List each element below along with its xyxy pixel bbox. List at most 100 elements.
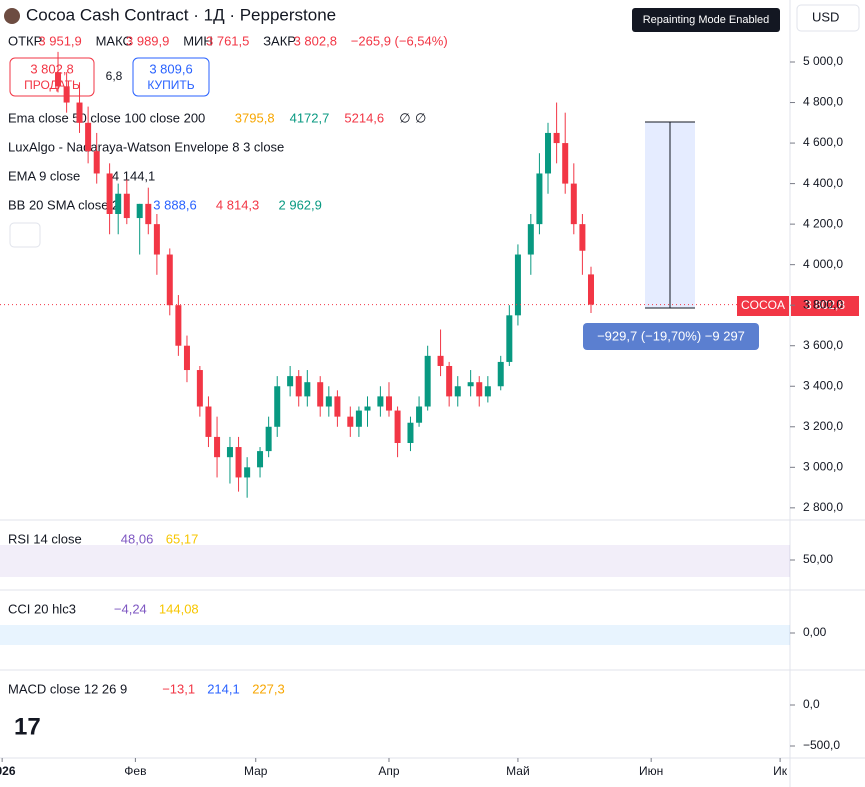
y-tick-label: 3 200,0 — [803, 419, 843, 433]
candle-body — [183, 345, 190, 371]
x-tick-label: Апр — [378, 764, 400, 778]
indicator-value: ∅ — [415, 110, 426, 125]
y-tick-label: 3 000,0 — [803, 459, 843, 473]
candle-body — [506, 315, 513, 362]
panel-name: CCI 20 hlc3 — [8, 601, 76, 616]
ohlc-value: 3 802,8 — [294, 33, 337, 48]
candle-body — [570, 183, 577, 225]
candle-body — [355, 410, 362, 427]
y-tick-label: 0,0 — [803, 697, 820, 711]
symbol-tag — [737, 296, 789, 316]
y-tick-label: 3 800,0 — [803, 297, 843, 311]
y-tick-label: 4 800,0 — [803, 95, 843, 109]
indicator-value: ∅ — [399, 110, 410, 125]
candle-body — [536, 173, 543, 225]
candle-body — [235, 447, 242, 478]
panel-value: 65,17 — [166, 531, 199, 546]
candle-body — [416, 406, 423, 423]
candle-body — [553, 132, 560, 144]
panel-value: 227,3 — [252, 681, 285, 696]
panel-value: 214,1 — [207, 681, 240, 696]
y-tick-label: 50,00 — [803, 552, 833, 566]
indicator-value: 4 144,1 — [112, 168, 155, 183]
candle-body — [579, 224, 586, 251]
ohlc-value: 3 989,9 — [126, 33, 169, 48]
candle-body — [377, 396, 384, 407]
candle-body — [205, 406, 212, 437]
candle-body — [166, 254, 173, 306]
y-tick-label: 5 000,0 — [803, 54, 843, 68]
repaint-text: Repainting Mode Enabled — [643, 14, 770, 26]
candle-body — [244, 467, 251, 478]
x-tick-label: Май — [506, 764, 530, 778]
sell-label[interactable]: ПРОДАТЬ — [24, 78, 80, 92]
candle-body — [527, 224, 534, 255]
rsi-band — [0, 545, 790, 577]
candle-body — [145, 203, 152, 225]
logo: 17 — [14, 713, 41, 740]
y-tick-label: 4 400,0 — [803, 176, 843, 190]
currency[interactable]: USD — [812, 9, 839, 24]
indicator-name: EMA 9 close — [8, 168, 80, 183]
candle-body — [437, 355, 444, 366]
candle-body — [287, 376, 294, 387]
indicator-name: BB 20 SMA close 2 — [8, 197, 119, 212]
y-tick-label: 4 200,0 — [803, 216, 843, 230]
indicator-value: 2 962,9 — [279, 197, 322, 212]
candle-body — [295, 376, 302, 397]
price-tag — [791, 296, 859, 316]
candle-body — [562, 143, 569, 184]
candle-body — [196, 370, 203, 407]
sell-price[interactable]: 3 802,8 — [30, 61, 73, 76]
symbol-icon — [4, 8, 20, 24]
measure-label: −929,7 (−19,70%) −9 297 — [597, 328, 745, 343]
candle-body — [106, 173, 113, 214]
buy-label[interactable]: КУПИТЬ — [147, 78, 194, 92]
indicator-value: 3 888,6 — [153, 197, 196, 212]
candle-body — [407, 422, 414, 443]
candle-body — [385, 396, 392, 411]
candle-body — [334, 396, 341, 417]
y-tick-label: 3 600,0 — [803, 338, 843, 352]
ohlc-value: 3 761,5 — [206, 33, 249, 48]
buy-button[interactable] — [132, 57, 210, 97]
candle-body — [136, 203, 143, 219]
candle-body — [93, 151, 100, 174]
candle-body — [364, 406, 371, 411]
candle-body — [476, 382, 483, 397]
candle-body — [317, 382, 324, 407]
candle-body — [123, 193, 130, 219]
candle-body — [274, 386, 281, 427]
panel-value: −4,24 — [114, 601, 147, 616]
ohlc-label: ЗАКР — [263, 33, 296, 48]
candle-body — [226, 447, 233, 458]
candle-body — [115, 193, 122, 214]
change: −265,9 (−6,54%) — [351, 33, 448, 48]
candle-body — [424, 355, 431, 407]
ohlc-label: ОТКР — [8, 33, 42, 48]
spread: 6,8 — [106, 69, 123, 83]
candle-body — [304, 382, 311, 397]
candle-body — [76, 102, 83, 123]
candle-body — [446, 365, 453, 397]
indicator-value: 5214,6 — [344, 110, 384, 125]
y-tick-label: −500,0 — [803, 738, 840, 752]
candle-body — [347, 416, 354, 427]
x-tick-label: Мар — [244, 764, 268, 778]
indicator-name: Ema close 50 close 100 close 200 — [8, 110, 205, 125]
ohlc-label: МИН — [183, 33, 213, 48]
chart-title: Cocoa Cash Contract · 1Д · Pepperstone — [26, 5, 336, 24]
candle-body — [394, 410, 401, 443]
y-tick-label: 4 600,0 — [803, 135, 843, 149]
buy-price[interactable]: 3 809,6 — [149, 61, 192, 76]
currency-button[interactable] — [796, 4, 860, 32]
collapse-button[interactable] — [9, 222, 41, 248]
panel-name: MACD close 12 26 9 — [8, 681, 127, 696]
indicator-value: 4 814,3 — [216, 197, 259, 212]
x-tick-label: 2026 — [0, 764, 16, 778]
x-tick-label: Фев — [124, 764, 146, 778]
sell-button[interactable] — [9, 57, 95, 97]
candle-body — [257, 451, 264, 468]
